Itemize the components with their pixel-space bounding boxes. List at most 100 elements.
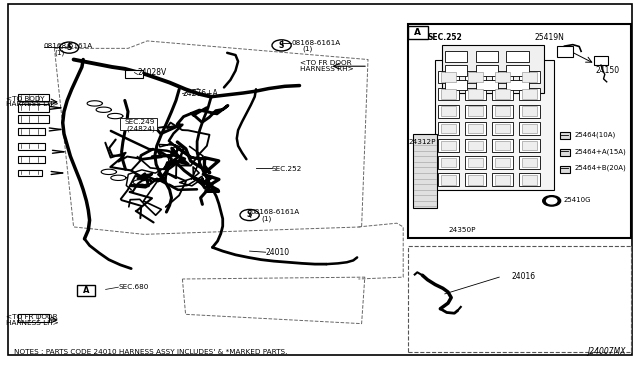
Bar [468,89,483,99]
Text: S: S [279,41,284,49]
Bar [465,156,486,169]
Text: 08168-6161A: 08168-6161A [291,40,340,46]
Bar [468,158,483,167]
Bar [438,139,459,152]
Bar [438,173,459,186]
Text: (1): (1) [54,49,65,56]
Text: 24028V: 24028V [138,68,167,77]
Bar [492,139,513,152]
Bar [492,105,513,118]
Bar [445,80,467,90]
Text: 24276+A: 24276+A [182,89,218,98]
Bar [438,71,459,83]
Bar [441,141,456,150]
Text: <TO BODY: <TO BODY [6,96,45,102]
Text: S: S [67,43,72,52]
Text: J24007MX: J24007MX [587,347,625,356]
Bar [560,166,570,173]
Bar [413,134,437,208]
Text: 08168-6161A: 08168-6161A [44,44,93,49]
Bar [441,89,456,99]
Bar [492,122,513,135]
Bar [495,175,510,185]
Bar [18,143,45,150]
Bar [468,124,483,133]
Bar [560,132,570,139]
Text: 25410G: 25410G [563,197,591,203]
Bar [506,65,529,76]
Bar [594,56,608,65]
Bar [441,72,456,82]
Bar [435,60,554,190]
Bar [465,105,486,118]
Bar [522,124,537,133]
Bar [18,104,49,112]
Bar [441,158,456,167]
Bar [438,156,459,169]
Bar [495,72,510,82]
Bar [18,156,45,163]
Bar [495,89,510,99]
Text: 24150: 24150 [595,66,620,75]
Bar [495,141,510,150]
Bar [560,149,570,156]
Bar [465,88,486,100]
Bar [441,124,456,133]
Bar [468,106,483,116]
Text: SEC.252: SEC.252 [272,166,302,172]
Bar [77,285,95,296]
Bar [522,89,537,99]
Text: <TO FR DOOR: <TO FR DOOR [300,60,351,66]
Bar [506,80,529,90]
Text: 25464+B(20A): 25464+B(20A) [575,165,627,171]
Text: A: A [415,28,421,37]
Bar [445,65,467,76]
Text: NOTES : PARTS CODE 24010 HARNESS ASSY INCLUDES' & *MARKED PARTS.: NOTES : PARTS CODE 24010 HARNESS ASSY IN… [14,349,287,355]
Bar [519,88,540,100]
Text: HARNESS LH>: HARNESS LH> [6,320,59,326]
Bar [18,314,49,322]
Bar [408,26,428,39]
Text: 24350P: 24350P [448,227,476,233]
Bar [519,122,540,135]
Bar [476,80,498,90]
Bar [18,170,42,176]
Text: <TO FR DOOR: <TO FR DOOR [6,314,58,320]
Text: HARNESS LH>: HARNESS LH> [6,101,59,107]
Circle shape [543,196,561,206]
Bar [495,124,510,133]
Text: HARNESS RH>: HARNESS RH> [300,66,353,72]
Bar [522,106,537,116]
Bar [519,105,540,118]
Text: 25464(10A): 25464(10A) [575,131,616,138]
Text: SEC.249: SEC.249 [125,119,155,125]
Bar [476,65,498,76]
Bar [441,175,456,185]
Bar [441,106,456,116]
Bar [438,105,459,118]
Bar [522,158,537,167]
Bar [492,88,513,100]
Bar [18,94,49,101]
Bar [468,72,483,82]
Text: SEC.252: SEC.252 [428,33,462,42]
Bar [495,158,510,167]
Bar [519,173,540,186]
Text: 25464+A(15A): 25464+A(15A) [575,148,627,155]
Text: S: S [247,210,252,219]
Bar [438,122,459,135]
Bar [408,246,631,352]
Bar [468,175,483,185]
Bar [522,175,537,185]
Bar [438,88,459,100]
Bar [18,128,45,135]
Circle shape [547,198,557,204]
Bar [492,173,513,186]
Bar [506,51,529,62]
Bar [522,141,537,150]
Bar [465,173,486,186]
Text: 25419N: 25419N [534,33,564,42]
Bar [18,115,49,123]
Bar [492,71,513,83]
Bar [465,71,486,83]
